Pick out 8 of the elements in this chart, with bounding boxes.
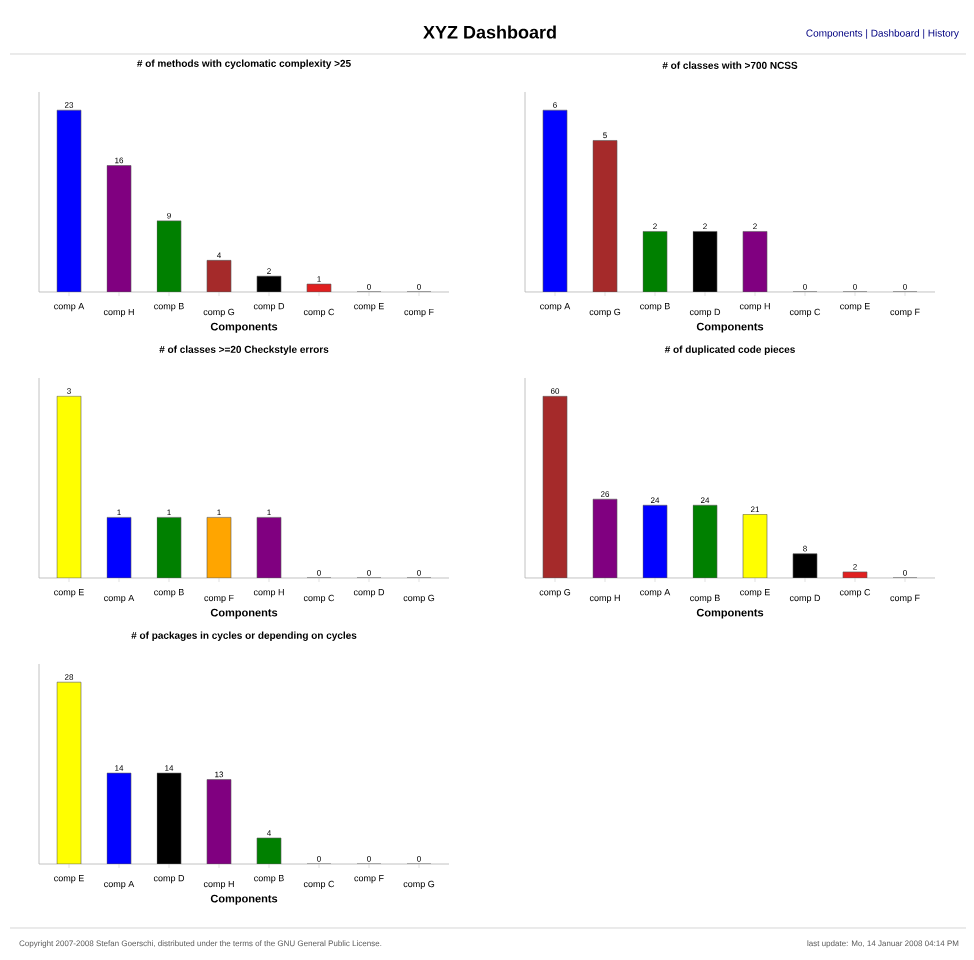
bar [692, 504, 718, 578]
text: XYZ Dashboard [423, 25, 556, 39]
bar [56, 681, 82, 864]
bar [542, 395, 568, 578]
bar [592, 498, 618, 578]
bar [56, 109, 82, 292]
bar [642, 504, 668, 578]
bar [106, 165, 132, 292]
